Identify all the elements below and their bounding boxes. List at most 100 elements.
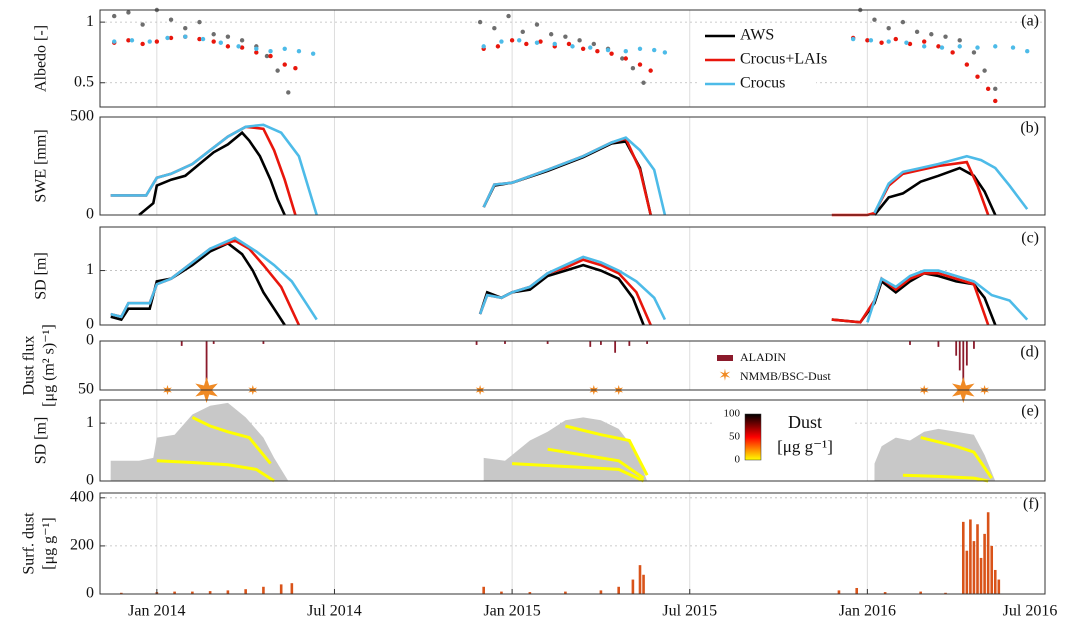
point — [268, 53, 273, 59]
y-tick-label: 0 — [86, 332, 94, 349]
bar — [614, 341, 617, 353]
panel-label: (f) — [1023, 496, 1039, 513]
point — [225, 34, 231, 39]
point — [637, 46, 643, 51]
point — [985, 86, 991, 92]
bar — [191, 591, 194, 594]
bar — [599, 590, 603, 594]
point — [310, 51, 316, 56]
point — [492, 25, 497, 31]
bar — [628, 341, 631, 346]
point — [197, 36, 202, 42]
snow-layer — [191, 416, 272, 465]
bar — [855, 587, 859, 594]
point — [296, 49, 302, 54]
point — [254, 50, 259, 55]
panel: 0 50 Dust flux [μg (m² s)⁻¹] (d) ALADIN ✶ NMMB/… — [21, 324, 1046, 407]
point — [548, 32, 554, 37]
bar — [986, 512, 990, 594]
point — [929, 32, 934, 37]
panel: 0 1 SD [m] (c) — [33, 226, 1046, 333]
point — [886, 39, 891, 44]
bar — [969, 519, 972, 594]
y-tick-label: 0 — [86, 585, 94, 602]
bar — [205, 341, 208, 386]
bar — [973, 341, 975, 349]
panel-frame — [99, 116, 1046, 216]
line — [110, 236, 1029, 323]
panel-label: (c) — [1021, 230, 1039, 247]
point — [865, 38, 870, 43]
point — [872, 17, 877, 22]
point — [140, 22, 145, 27]
point — [140, 41, 145, 47]
point — [964, 62, 970, 67]
y-tick-label: 0.5 — [74, 73, 94, 90]
y-axis-label: Dust flux — [21, 336, 38, 396]
bar — [983, 533, 986, 594]
y-axis-label: [μg (m² s)⁻¹] — [41, 324, 58, 407]
bar — [638, 565, 642, 594]
point — [236, 44, 241, 49]
bar — [279, 584, 283, 594]
bar — [244, 589, 247, 594]
y-tick-label: 1 — [86, 13, 94, 30]
point — [957, 38, 962, 43]
bar — [262, 341, 265, 344]
bar — [955, 341, 958, 356]
point — [939, 45, 945, 50]
point — [630, 66, 636, 71]
point — [147, 39, 152, 44]
point — [1025, 49, 1030, 54]
point — [975, 74, 980, 79]
legend-swatch — [717, 355, 733, 361]
snow-layer — [156, 459, 275, 483]
legend-label: NMMB/BSC-Dust — [740, 369, 831, 383]
y-tick-label: 200 — [70, 537, 94, 554]
point — [957, 44, 962, 49]
panel-label: (a) — [1021, 13, 1039, 30]
point — [1010, 45, 1016, 50]
bar — [564, 591, 567, 594]
point — [552, 41, 557, 47]
point — [239, 38, 245, 43]
bar — [961, 521, 965, 594]
colorbar-unit: [μg g⁻¹] — [777, 437, 833, 456]
point — [477, 19, 483, 25]
point — [637, 62, 643, 67]
point — [879, 40, 884, 45]
x-tick-label: Jan 2016 — [839, 603, 896, 620]
bar — [631, 579, 635, 594]
point — [577, 38, 582, 43]
bar — [997, 579, 1001, 594]
bar — [965, 341, 968, 366]
panel-frame — [99, 399, 1046, 482]
point — [534, 22, 540, 27]
y-axis-label: SD [m] — [33, 252, 50, 300]
bar — [475, 341, 478, 345]
point — [922, 39, 927, 44]
y-tick-label: 50 — [78, 381, 94, 398]
point — [900, 19, 906, 25]
point — [211, 39, 216, 44]
bar — [837, 590, 841, 594]
bar — [589, 341, 592, 347]
y-axis-label: [μg g⁻¹] — [41, 517, 58, 569]
panel-frame — [99, 9, 1046, 108]
point — [850, 36, 856, 42]
point — [275, 68, 280, 73]
bar — [642, 574, 645, 594]
y-tick-label: 0 — [86, 472, 94, 489]
bar — [976, 524, 979, 594]
y-tick-label: 1 — [86, 414, 94, 431]
point — [506, 13, 511, 19]
point — [588, 45, 593, 50]
point — [129, 38, 135, 43]
point — [605, 47, 611, 53]
point — [112, 13, 117, 19]
point — [652, 47, 657, 53]
point — [112, 39, 117, 44]
y-tick-label: 0 — [86, 316, 94, 333]
bar — [208, 591, 212, 594]
bar — [962, 341, 965, 390]
